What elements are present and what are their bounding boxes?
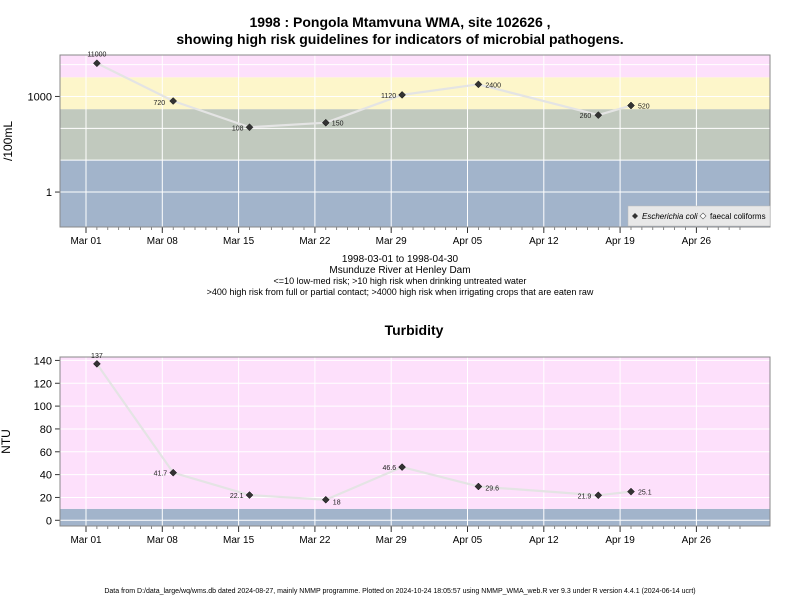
data-label: 11000	[87, 51, 106, 58]
x-tick-label: Mar 01	[70, 236, 102, 247]
data-point	[321, 495, 330, 504]
data-point	[169, 468, 178, 477]
x-tick-label: Mar 08	[147, 236, 179, 247]
y-tick-label: 80	[40, 424, 52, 436]
y-tick-label: 1000	[28, 91, 52, 103]
legend-label-faecal: faecal coliforms	[710, 212, 766, 221]
data-point	[474, 80, 483, 89]
data-label: 108	[232, 125, 244, 132]
x-tick-label: Apr 05	[453, 236, 483, 247]
legend-marker-faecal	[699, 212, 707, 220]
data-label: 1120	[381, 93, 396, 100]
series-line	[96, 62, 632, 129]
series-line	[95, 363, 632, 501]
turbidity-chart: Turbidity Mar 01 Mar 08 Mar 15 Mar 22 Mar 29 A…	[0, 322, 771, 546]
data-label: 150	[332, 121, 344, 128]
data-label: 720	[154, 100, 166, 107]
y-axis-label: NTU	[0, 429, 13, 454]
data-point	[474, 482, 483, 491]
y-tick-label: 1	[46, 187, 52, 199]
data-point	[245, 123, 254, 132]
bacteria-chart: Mar 01 Mar 08 Mar 15 Mar 22 Mar 29 Apr 05 Apr …	[1, 51, 771, 247]
info-guideline-drinking: <=10 low-med risk; >10 high risk when dr…	[273, 276, 527, 286]
data-point	[93, 359, 101, 368]
y-tick-label: 120	[34, 378, 52, 390]
data-label: 2400	[485, 82, 501, 89]
x-tick-label: Mar 15	[223, 535, 255, 546]
data-point	[93, 59, 101, 68]
data-point	[398, 91, 406, 99]
data-label: 21.9	[578, 493, 592, 500]
x-tick-label: Apr 12	[529, 236, 559, 247]
data-label: 520	[638, 104, 650, 111]
data-point	[169, 97, 178, 105]
data-label: 29.6	[485, 485, 499, 492]
y-tick-label: 40	[40, 470, 52, 482]
risk-band	[60, 508, 770, 526]
legend-label-ecoli: Escherichia coli	[642, 212, 698, 221]
x-tick-label: Mar 22	[299, 535, 331, 546]
plot-frame	[59, 54, 771, 228]
data-point	[627, 101, 635, 110]
y-tick-label: 100	[34, 401, 52, 413]
data-label: 260	[580, 113, 592, 120]
y-tick-label: 20	[40, 492, 52, 504]
risk-band	[60, 357, 770, 509]
info-site: Msunduze River at Henley Dam	[329, 265, 471, 276]
data-label: 22.1	[230, 493, 244, 500]
x-tick-label: Apr 05	[453, 535, 483, 546]
x-tick-label: Apr 19	[605, 236, 635, 247]
info-guideline-contact: >400 high risk from full or partial cont…	[206, 287, 594, 297]
data-point	[245, 491, 254, 499]
x-tick-label: Mar 01	[70, 535, 102, 546]
turbidity-title: Turbidity	[385, 322, 444, 338]
y-tick-label: 140	[34, 355, 52, 367]
x-tick-label: Apr 26	[682, 535, 712, 546]
data-label: 137	[91, 353, 103, 360]
data-point	[594, 491, 603, 500]
chart-title-line1: 1998 : Pongola Mtamvuna WMA, site 102626…	[249, 14, 551, 30]
data-point	[594, 111, 603, 119]
x-tick-label: Mar 15	[223, 236, 255, 247]
x-tick-label: Apr 12	[529, 535, 559, 546]
y-tick-label: 60	[40, 447, 52, 459]
data-point	[398, 463, 406, 471]
x-tick-label: Apr 19	[605, 535, 635, 546]
footer-note: Data from D:/data_large/wq/wms.db dated …	[104, 588, 696, 595]
risk-band	[60, 55, 770, 78]
data-label: 41.7	[154, 471, 168, 478]
x-tick-label: Apr 26	[682, 236, 712, 247]
legend-box	[627, 205, 771, 227]
data-label: 25.1	[638, 490, 652, 497]
x-tick-label: Mar 08	[147, 535, 179, 546]
risk-band	[60, 109, 770, 161]
legend-marker-ecoli	[632, 213, 638, 219]
data-point	[321, 118, 330, 127]
x-tick-label: Mar 22	[299, 236, 331, 247]
plot-frame	[59, 356, 771, 527]
data-label: 46.6	[382, 465, 396, 472]
x-tick-label: Mar 29	[376, 535, 408, 546]
y-axis-label: /100mL	[1, 121, 15, 161]
x-tick-label: Mar 29	[376, 236, 408, 247]
y-tick-label: 0	[46, 515, 52, 527]
data-label: 18	[333, 500, 341, 507]
info-date-range: 1998-03-01 to 1998-04-30	[341, 254, 459, 265]
data-point	[627, 487, 635, 496]
chart-title-line2: showing high risk guidelines for indicat…	[176, 31, 624, 47]
